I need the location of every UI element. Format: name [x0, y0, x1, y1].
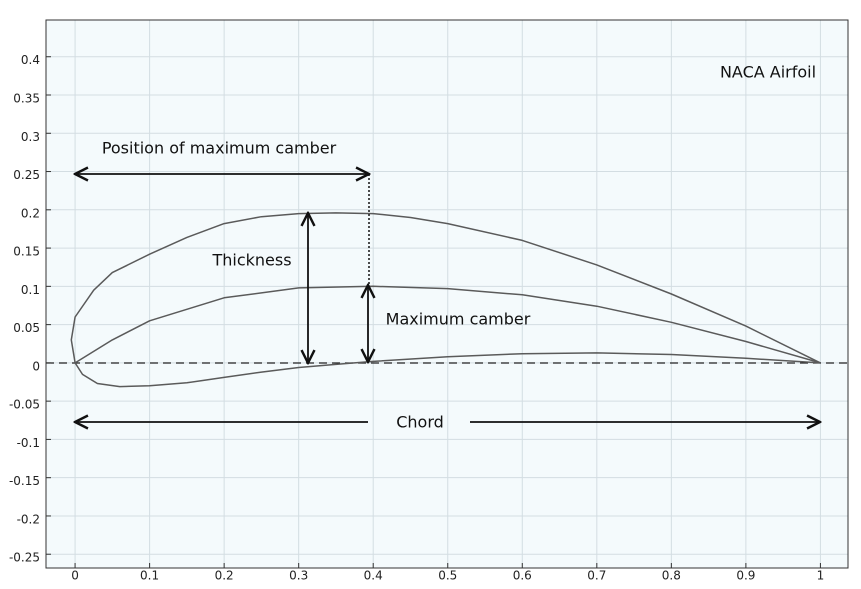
y-tick-label: 0.2 [21, 206, 40, 220]
chart-title: NACA Airfoil [720, 63, 816, 82]
grid [46, 20, 848, 568]
y-tick-label: 0.35 [13, 92, 40, 106]
y-tick-label: 0.25 [13, 168, 40, 182]
y-tick-label: -0.05 [9, 398, 40, 412]
airfoil-curve [74, 352, 821, 388]
x-tick-label: 0.1 [140, 569, 159, 583]
airfoil-curve [70, 212, 821, 364]
x-tick-label: 0.5 [438, 569, 457, 583]
y-tick-label: 0.15 [13, 245, 40, 259]
y-tick-label: 0 [32, 359, 40, 373]
y-tick-label: -0.1 [17, 436, 40, 450]
x-tick-label: 0.3 [289, 569, 308, 583]
x-tick-label: 0 [71, 569, 79, 583]
annotation: Chord [396, 413, 444, 432]
y-tick-label: -0.15 [9, 474, 40, 488]
curves [70, 212, 821, 388]
annotation: Thickness [211, 251, 291, 270]
plot-area [46, 20, 848, 568]
plot-frame [45, 19, 849, 569]
x-tick-label: 1 [817, 569, 825, 583]
x-tick-label: 0.9 [736, 569, 755, 583]
annotation: Position of maximum camber [102, 139, 337, 158]
y-tick-label: 0.1 [21, 283, 40, 297]
annotation: Maximum camber [386, 310, 531, 329]
x-tick-label: 0.6 [513, 569, 532, 583]
y-tick-label: 0.4 [21, 53, 40, 67]
y-tick-label: -0.25 [9, 551, 40, 565]
x-tick-label: 0.7 [587, 569, 606, 583]
y-tick-label: -0.2 [17, 512, 40, 526]
x-tick-label: 0.8 [662, 569, 681, 583]
y-tick-label: 0.05 [13, 321, 40, 335]
x-tick-label: 0.4 [364, 569, 383, 583]
y-tick-label: 0.3 [21, 130, 40, 144]
x-tick-label: 0.2 [215, 569, 234, 583]
airfoil-curve [74, 285, 821, 364]
